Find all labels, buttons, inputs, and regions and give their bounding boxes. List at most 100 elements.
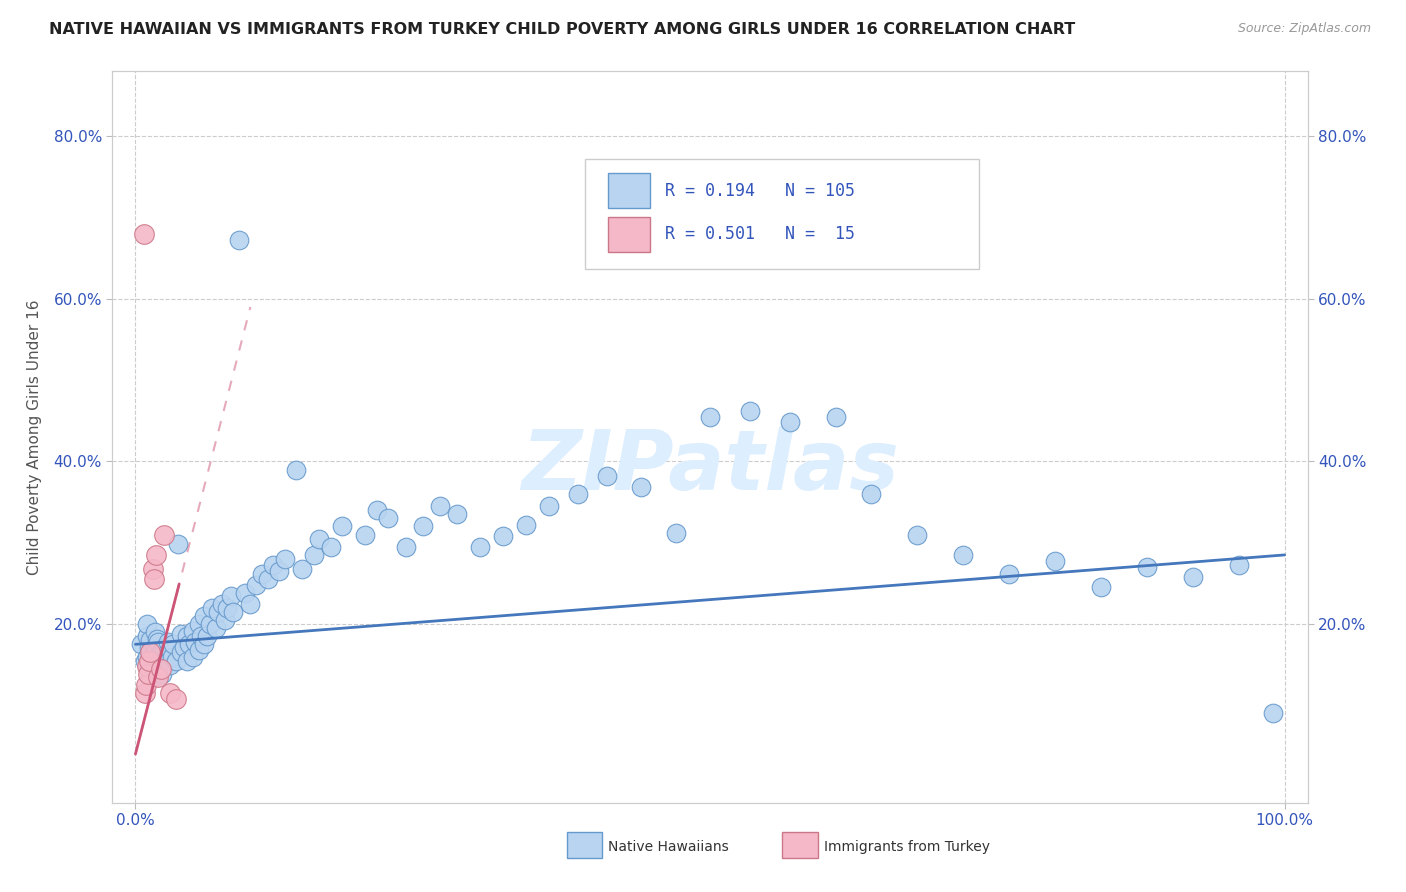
Point — [262, 558, 284, 573]
Point — [205, 621, 228, 635]
Text: R = 0.194   N = 105: R = 0.194 N = 105 — [665, 182, 855, 200]
Point — [308, 532, 330, 546]
Point — [132, 227, 155, 241]
Point — [136, 649, 159, 664]
Point — [217, 600, 239, 615]
Point — [145, 659, 167, 673]
Point — [138, 641, 160, 656]
Point — [145, 548, 167, 562]
Point — [1227, 558, 1250, 573]
Point — [394, 540, 416, 554]
Text: R = 0.501   N =  15: R = 0.501 N = 15 — [665, 226, 855, 244]
Point — [153, 641, 176, 656]
Text: Source: ZipAtlas.com: Source: ZipAtlas.com — [1237, 22, 1371, 36]
Point — [173, 640, 195, 654]
Point — [136, 617, 159, 632]
Point — [165, 691, 187, 706]
Point — [859, 487, 882, 501]
Point — [156, 635, 179, 649]
Point — [136, 659, 159, 673]
Point — [228, 234, 250, 248]
Point — [905, 527, 928, 541]
Point — [245, 578, 267, 592]
Point — [136, 667, 159, 681]
Point — [179, 637, 201, 651]
Text: ZIPatlas: ZIPatlas — [522, 425, 898, 507]
Point — [567, 487, 589, 501]
Point — [139, 665, 162, 680]
Point — [274, 552, 297, 566]
Point — [181, 624, 204, 638]
Point — [129, 637, 152, 651]
Point — [492, 529, 515, 543]
Point — [134, 654, 156, 668]
Point — [145, 643, 167, 657]
Point — [159, 657, 181, 672]
Point — [952, 548, 974, 562]
Point — [148, 670, 170, 684]
FancyBboxPatch shape — [609, 217, 651, 252]
Point — [302, 548, 325, 562]
Point — [319, 540, 342, 554]
Point — [193, 637, 215, 651]
Point — [285, 462, 308, 476]
Point — [139, 645, 162, 659]
Text: Immigrants from Turkey: Immigrants from Turkey — [824, 839, 990, 854]
Point — [1181, 570, 1204, 584]
Point — [146, 632, 169, 646]
Point — [515, 517, 537, 532]
Point — [779, 416, 801, 430]
Point — [159, 686, 181, 700]
Point — [149, 662, 172, 676]
Point — [825, 409, 848, 424]
Point — [139, 645, 162, 659]
Point — [377, 511, 399, 525]
Point — [149, 662, 172, 676]
Point — [412, 519, 434, 533]
Point — [134, 686, 156, 700]
Point — [187, 643, 209, 657]
Point — [170, 645, 193, 659]
Point — [595, 469, 617, 483]
FancyBboxPatch shape — [609, 173, 651, 208]
Point — [181, 649, 204, 664]
Point — [138, 657, 160, 672]
Point — [136, 629, 159, 643]
Point — [664, 526, 686, 541]
Point — [219, 589, 242, 603]
Point — [176, 654, 198, 668]
Point — [538, 499, 561, 513]
Point — [195, 629, 218, 643]
Point — [143, 625, 166, 640]
Point — [233, 586, 256, 600]
Point — [239, 597, 262, 611]
FancyBboxPatch shape — [585, 159, 979, 268]
Point — [142, 670, 165, 684]
Point — [193, 608, 215, 623]
Point — [142, 562, 165, 576]
Point — [354, 527, 377, 541]
Point — [135, 678, 157, 692]
Point — [184, 635, 207, 649]
Point — [162, 637, 184, 651]
Point — [170, 626, 193, 640]
Text: NATIVE HAWAIIAN VS IMMIGRANTS FROM TURKEY CHILD POVERTY AMONG GIRLS UNDER 16 COR: NATIVE HAWAIIAN VS IMMIGRANTS FROM TURKE… — [49, 22, 1076, 37]
Point — [153, 659, 176, 673]
Point — [153, 527, 176, 541]
Point — [176, 629, 198, 643]
Point — [167, 537, 190, 551]
Point — [187, 617, 209, 632]
Point — [148, 664, 170, 678]
Point — [148, 635, 170, 649]
Point — [139, 633, 162, 648]
Point — [998, 566, 1021, 581]
Text: Native Hawaiians: Native Hawaiians — [609, 839, 730, 854]
Point — [149, 645, 172, 659]
Point — [138, 654, 160, 668]
Point — [699, 409, 721, 424]
Point — [269, 564, 291, 578]
Point — [198, 617, 221, 632]
Point — [142, 651, 165, 665]
Point — [156, 648, 179, 662]
Point — [1136, 560, 1159, 574]
